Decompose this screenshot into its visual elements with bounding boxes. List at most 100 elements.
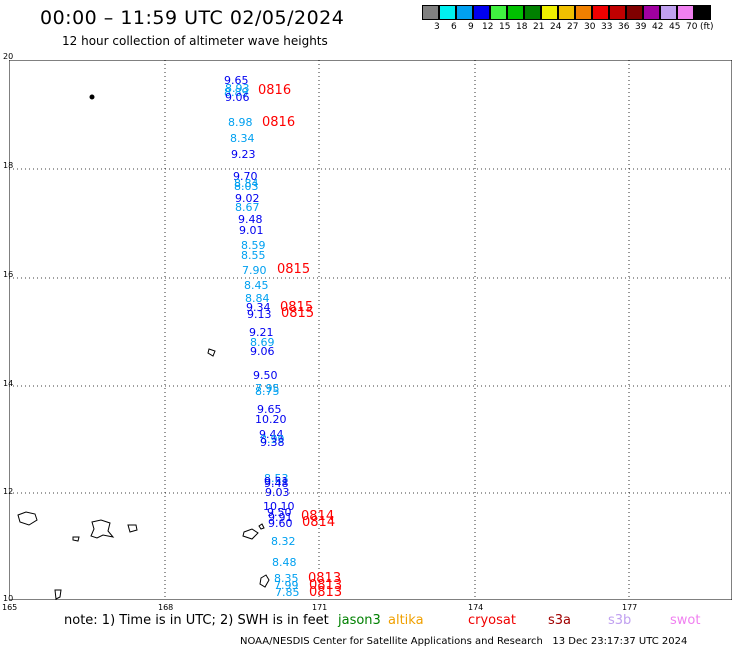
graticule <box>9 60 732 600</box>
wave-height-reading: 7.85 <box>275 586 300 599</box>
generated-timestamp: 13 Dec 23:17:37 UTC 2024 <box>552 636 688 647</box>
map-subtitle: 12 hour collection of altimeter wave hei… <box>62 34 328 48</box>
wave-height-reading: 8.84 <box>234 177 259 190</box>
wave-height-reading: 9.51 <box>264 475 289 488</box>
color-legend-label: 3 <box>434 22 440 32</box>
wave-height-reading: 9.48 <box>238 213 263 226</box>
lat-label: 18 <box>3 161 14 170</box>
lon-label: 168 <box>158 603 174 612</box>
color-swatch <box>575 5 592 20</box>
lat-label: 10 <box>3 594 14 603</box>
wave-height-reading: 8.84 <box>245 292 270 305</box>
satellite-name: s3a <box>548 613 572 628</box>
wave-height-reading: 8.89 <box>224 86 249 99</box>
wave-height-reading: 8.48 <box>272 556 297 569</box>
lon-label: 174 <box>468 603 484 612</box>
agency-credit: NOAA/NESDIS Center for Satellite Applica… <box>240 636 543 647</box>
wave-height-reading: 8.93 <box>225 82 250 95</box>
color-legend-label: 15 <box>499 22 511 32</box>
color-legend-label: 12 <box>482 22 494 32</box>
color-swatch <box>507 5 524 20</box>
satellite-name: cryosat <box>468 613 516 628</box>
color-swatch <box>490 5 507 20</box>
island-8 <box>259 574 270 588</box>
color-legend <box>422 5 711 20</box>
footnote: note: 1) Time is in UTC; 2) SWH is in fe… <box>64 613 329 628</box>
lat-label: 16 <box>3 270 14 279</box>
color-swatch <box>456 5 473 20</box>
wave-height-reading: 9.13 <box>247 308 272 321</box>
color-legend-label: 27 <box>567 22 579 32</box>
color-legend-label: 33 <box>601 22 613 32</box>
map-border <box>9 60 732 600</box>
color-legend-unit: (ft) <box>700 22 714 32</box>
island-7 <box>258 523 265 530</box>
color-swatch <box>677 5 694 20</box>
wave-height-reading: 9.38 <box>260 436 285 449</box>
wave-height-reading: 9.01 <box>239 224 264 237</box>
wave-height-reading: 8.45 <box>244 279 269 292</box>
pass-time-label: 0814 <box>302 515 336 530</box>
wave-height-reading: 10.10 <box>263 500 295 513</box>
pass-time-label: 0815 <box>277 262 311 277</box>
color-swatch <box>626 5 643 20</box>
color-legend-label: 6 <box>451 22 457 32</box>
wave-height-reading: 8.99 <box>260 433 285 446</box>
wave-height-reading: 7.95 <box>255 382 280 395</box>
wave-height-reading: 9.02 <box>235 192 260 205</box>
wave-height-reading: 8.35 <box>274 572 299 585</box>
satellite-name: swot <box>670 613 701 628</box>
color-legend-label: 36 <box>618 22 630 32</box>
pass-time-label: 0813 <box>308 571 342 586</box>
wave-height-reading: 9.65 <box>257 403 282 416</box>
wave-height-reading: 9.44 <box>259 428 284 441</box>
coastlines <box>17 94 270 600</box>
color-legend-label: 42 <box>652 22 664 32</box>
lon-label: 165 <box>2 603 18 612</box>
wave-height-reading: 9.06 <box>250 345 275 358</box>
color-legend-label: 39 <box>635 22 647 32</box>
wave-height-reading: 9.23 <box>231 148 256 161</box>
wave-height-reading: 8.98 <box>228 116 253 129</box>
lon-label: 171 <box>312 603 328 612</box>
wave-height-reading: 9.34 <box>246 301 271 314</box>
island-9 <box>54 589 62 600</box>
wave-height-reading: 7.99 <box>274 579 299 592</box>
color-swatch <box>473 5 490 20</box>
wave-height-reading: 8.59 <box>241 239 266 252</box>
color-legend-label: 45 <box>669 22 681 32</box>
wave-height-reading: 7.90 <box>242 264 267 277</box>
color-swatch <box>558 5 575 20</box>
pass-time-label: 0815 <box>280 300 314 315</box>
color-swatch <box>694 5 711 20</box>
island-5 <box>127 524 138 533</box>
pass-time-label: 0814 <box>301 509 335 524</box>
wave-height-reading: 9.21 <box>249 326 274 339</box>
color-legend-label: 18 <box>516 22 528 32</box>
satellite-name: s3b <box>608 613 632 628</box>
island-1 <box>207 348 216 357</box>
color-swatch <box>592 5 609 20</box>
wave-height-reading: 8.32 <box>271 535 296 548</box>
pass-time-label: 0813 <box>309 585 343 600</box>
island-3 <box>90 519 115 539</box>
color-swatch <box>422 5 439 20</box>
island-2 <box>17 511 38 526</box>
wave-height-reading: 8.75 <box>255 385 280 398</box>
wave-height-reading: 8.03 <box>234 180 259 193</box>
island-wake <box>89 94 95 100</box>
lat-label: 12 <box>3 487 14 496</box>
map-canvas <box>9 60 732 600</box>
wave-height-reading: 10.20 <box>255 413 287 426</box>
satellite-name: altika <box>388 613 424 628</box>
wave-height-reading: 8.69 <box>250 336 275 349</box>
pass-time-label: 0815 <box>281 306 315 321</box>
map-plot-area <box>9 60 732 600</box>
wave-height-reading: 9.91 <box>268 511 293 524</box>
color-legend-label: 21 <box>533 22 545 32</box>
color-legend-labels: 3 6 9 12 15 18 21 24 27 30 33 36 39 42 45 70 (ft) <box>422 22 740 34</box>
color-swatch <box>643 5 660 20</box>
wave-height-reading: 9.48 <box>264 477 289 490</box>
pass-time-label: 0816 <box>262 115 296 130</box>
satellite-name: jason3 <box>338 613 381 628</box>
